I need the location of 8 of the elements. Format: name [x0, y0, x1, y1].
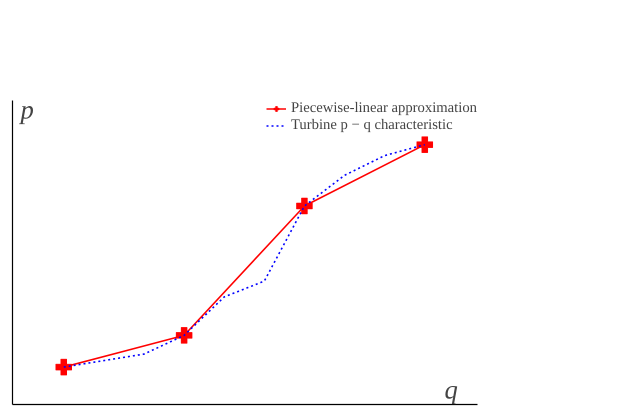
point: [416, 136, 434, 153]
point: [296, 198, 313, 214]
legend-label: Piecewise-linear approximation: [291, 100, 477, 117]
y-axis-title: p: [18, 94, 34, 124]
x-axis-title: q: [444, 374, 458, 404]
legend-label: Turbine p − q characteristic: [291, 117, 453, 134]
point: [176, 327, 192, 344]
point: [56, 358, 72, 376]
